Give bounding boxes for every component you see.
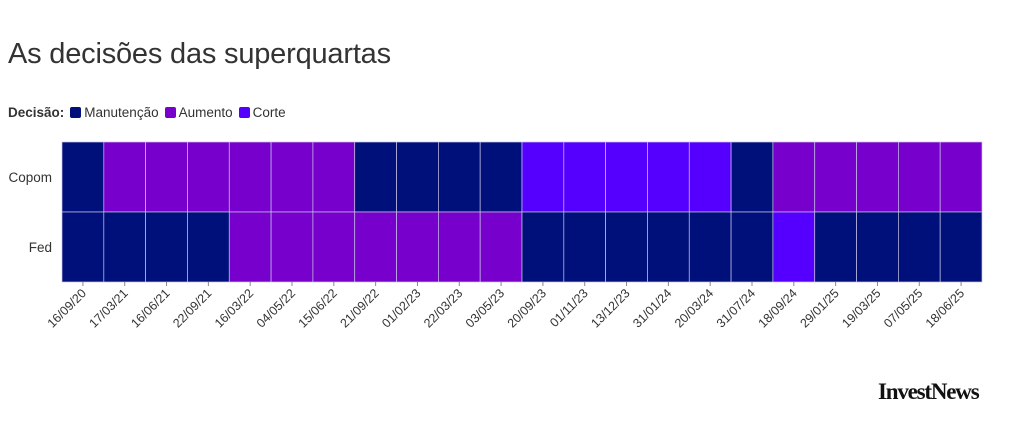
heatmap-cell[interactable] [145, 141, 188, 213]
heatmap-cell[interactable] [187, 211, 230, 283]
heatmap-cell[interactable] [479, 211, 523, 283]
legend-text-corte: Corte [252, 104, 286, 120]
heatmap-cell[interactable] [814, 211, 857, 283]
legend-swatch-corte [238, 106, 250, 118]
heatmap-cell[interactable] [187, 141, 230, 213]
legend-swatch-aumento [164, 106, 176, 118]
x-tick-label: 31/01/24 [630, 286, 674, 330]
heatmap-cell[interactable] [688, 211, 732, 283]
x-tick-label: 16/03/22 [212, 286, 256, 330]
heatmap-cell[interactable] [730, 211, 774, 283]
heatmap-cell[interactable] [898, 141, 941, 213]
heatmap-cell[interactable] [814, 141, 857, 213]
x-tick-label: 15/06/22 [296, 286, 340, 330]
x-tick-label: 07/05/25 [881, 286, 925, 330]
heatmap-cell[interactable] [103, 141, 146, 213]
x-tick-label: 20/03/24 [672, 286, 716, 330]
heatmap-cell[interactable] [396, 211, 439, 283]
heatmap-cell[interactable] [312, 141, 356, 213]
x-tick-label: 16/06/21 [128, 286, 172, 330]
x-tick-label: 22/03/23 [421, 286, 465, 330]
heatmap-cell[interactable] [856, 211, 899, 283]
x-tick-label: 21/09/22 [337, 286, 381, 330]
heatmap-cell[interactable] [312, 211, 356, 283]
chart-title: As decisões das superquartas [8, 38, 391, 70]
heatmap-cell[interactable] [772, 211, 816, 283]
heatmap-cell[interactable] [563, 141, 606, 213]
legend-item-aumento[interactable]: Aumento [164, 104, 233, 120]
heatmap-cell[interactable] [228, 141, 272, 213]
heatmap-cell[interactable] [772, 141, 816, 213]
heatmap-cell[interactable] [647, 141, 690, 213]
heatmap-cell[interactable] [688, 141, 732, 213]
heatmap-cell[interactable] [438, 211, 481, 283]
heatmap-cell[interactable] [145, 211, 188, 283]
heatmap-cell[interactable] [479, 141, 523, 213]
x-tick-label: 01/02/23 [379, 286, 423, 330]
heatmap-cell[interactable] [521, 211, 565, 283]
legend-item-corte[interactable]: Corte [238, 104, 286, 120]
x-tick-label: 29/01/25 [797, 286, 841, 330]
heatmap-cell[interactable] [605, 141, 648, 213]
heatmap-cell[interactable] [856, 141, 899, 213]
legend: Decisão: Manutenção Aumento Corte [8, 103, 292, 121]
legend-text-manutencao: Manutenção [84, 104, 159, 120]
heatmap-cell[interactable] [939, 141, 983, 213]
x-tick-label: 18/06/25 [923, 286, 967, 330]
x-tick-label: 31/07/24 [714, 286, 758, 330]
heatmap-cell[interactable] [270, 141, 314, 213]
x-tick-label: 03/05/23 [463, 286, 507, 330]
heatmap-cell[interactable] [939, 211, 983, 283]
legend-swatch-manutencao [70, 106, 82, 118]
heatmap-cell[interactable] [396, 141, 439, 213]
x-tick-label: 18/09/24 [756, 286, 800, 330]
heatmap-cell[interactable] [898, 211, 941, 283]
brand-logo: InvestNews [878, 379, 980, 404]
legend-label: Decisão: [8, 104, 65, 120]
heatmap-cell[interactable] [61, 141, 105, 213]
heatmap-cell[interactable] [605, 211, 648, 283]
heatmap-cell[interactable] [103, 211, 146, 283]
heatmap-cell[interactable] [563, 211, 606, 283]
x-tick-label: 16/09/20 [45, 286, 89, 330]
heatmap-cell[interactable] [647, 211, 690, 283]
row-label: Copom [8, 170, 52, 185]
heatmap-cell[interactable] [521, 141, 565, 213]
x-tick-label: 19/03/25 [839, 286, 883, 330]
heatmap-cell[interactable] [61, 211, 105, 283]
x-tick-label: 17/03/21 [87, 286, 131, 330]
x-tick-label: 13/12/23 [588, 286, 632, 330]
x-tick-label: 22/09/21 [170, 286, 214, 330]
x-tick-label: 01/11/23 [547, 286, 591, 330]
heatmap-cell[interactable] [270, 211, 314, 283]
heatmap-cell[interactable] [354, 141, 397, 213]
x-tick-label: 20/09/23 [505, 286, 549, 330]
x-tick-label: 04/05/22 [254, 286, 298, 330]
legend-text-aumento: Aumento [178, 104, 233, 120]
heatmap-cell[interactable] [730, 141, 774, 213]
heatmap-cell[interactable] [228, 211, 272, 283]
heatmap-cell[interactable] [438, 141, 481, 213]
legend-item-manutencao[interactable]: Manutenção [70, 104, 159, 120]
row-label: Fed [29, 240, 52, 255]
heatmap-cell[interactable] [354, 211, 397, 283]
